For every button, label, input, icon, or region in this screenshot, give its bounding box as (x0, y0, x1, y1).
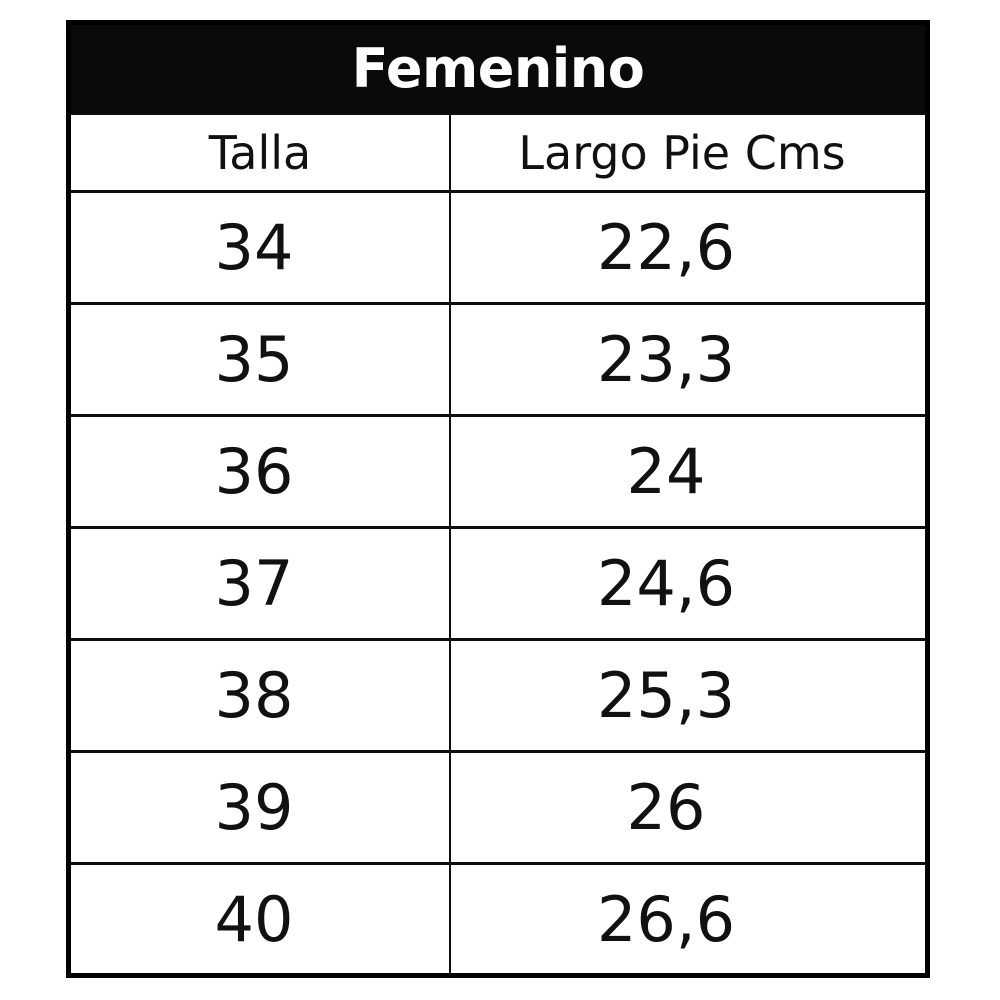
cell-talla: 40 (71, 865, 449, 974)
cell-largo-value: 24,6 (596, 546, 736, 620)
cell-largo-value: 26,6 (596, 882, 736, 956)
cell-talla-value: 34 (214, 210, 294, 284)
cell-largo: 24,6 (449, 529, 925, 638)
column-header-largo-label: Largo Pie Cms (518, 125, 846, 180)
column-header-talla: Talla (71, 115, 449, 190)
table-title-bar: Femenino (71, 25, 925, 113)
table-row: 39 26 (71, 750, 925, 862)
column-header-talla-label: Talla (208, 125, 312, 180)
cell-largo: 23,3 (449, 305, 925, 414)
cell-talla-value: 37 (214, 546, 294, 620)
cell-largo: 24 (449, 417, 925, 526)
column-header-largo: Largo Pie Cms (449, 115, 925, 190)
table-row: 35 23,3 (71, 302, 925, 414)
cell-largo: 22,6 (449, 193, 925, 302)
table-row: 38 25,3 (71, 638, 925, 750)
cell-talla-value: 38 (214, 658, 294, 732)
cell-talla: 38 (71, 641, 449, 750)
cell-talla-value: 36 (214, 434, 294, 508)
cell-largo: 26,6 (449, 865, 925, 974)
cell-talla: 39 (71, 753, 449, 862)
cell-largo-value: 24 (626, 434, 706, 508)
table-row: 36 24 (71, 414, 925, 526)
cell-talla-value: 40 (214, 882, 294, 956)
table-header-row: Talla Largo Pie Cms (71, 113, 925, 190)
size-chart-table: Femenino Talla Largo Pie Cms 34 22,6 35 (66, 20, 930, 978)
cell-talla: 34 (71, 193, 449, 302)
cell-talla-value: 35 (214, 322, 294, 396)
table-row: 37 24,6 (71, 526, 925, 638)
table-row: 40 26,6 (71, 862, 925, 974)
table-row: 34 22,6 (71, 190, 925, 302)
cell-largo-value: 26 (626, 770, 706, 844)
cell-largo: 26 (449, 753, 925, 862)
cell-talla-value: 39 (214, 770, 294, 844)
cell-talla: 37 (71, 529, 449, 638)
cell-largo-value: 25,3 (596, 658, 736, 732)
cell-largo: 25,3 (449, 641, 925, 750)
cell-talla: 36 (71, 417, 449, 526)
page-title: Femenino (351, 37, 645, 100)
cell-largo-value: 22,6 (596, 210, 736, 284)
cell-largo-value: 23,3 (596, 322, 736, 396)
cell-talla: 35 (71, 305, 449, 414)
